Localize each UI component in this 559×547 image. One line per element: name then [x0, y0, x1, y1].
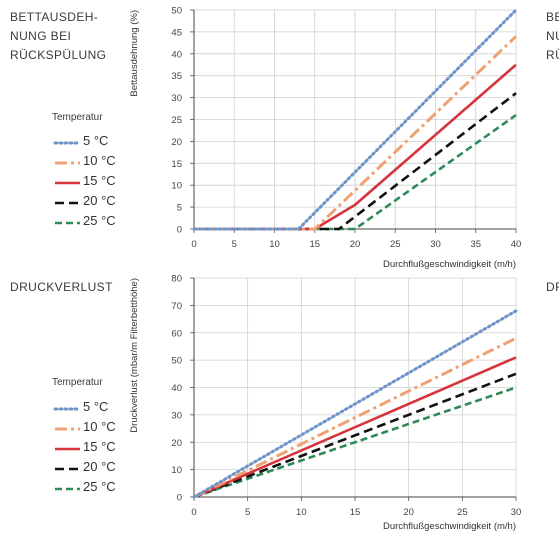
- clipped-neighbor-title-bottom: DR: [546, 280, 559, 294]
- y-tick-label: 30: [171, 410, 182, 421]
- y-tick-label: 0: [177, 225, 182, 236]
- y-tick-label: 25: [171, 115, 182, 126]
- y-tick-label: 10: [171, 465, 182, 476]
- x-tick-label: 30: [511, 507, 522, 518]
- x-axis-label: Durchflußgeschwindigkeit (m/h): [383, 521, 516, 532]
- y-tick-label: 50: [171, 6, 182, 17]
- legend-item: 25 °C: [53, 212, 133, 232]
- y-tick-label: 45: [171, 27, 182, 38]
- legend-label: 10 °C: [83, 419, 116, 434]
- legend-label: 20 °C: [83, 459, 116, 474]
- chart-0: 0 5 10 15 20 25 30 35 40 45 50 0 5 10 15 20 25 30 35 40 Durc…: [129, 6, 521, 271]
- legend-swatch: [55, 467, 80, 471]
- legend-label: 20 °C: [83, 193, 116, 208]
- x-tick-label: 5: [232, 239, 237, 250]
- x-tick-label: 20: [403, 507, 414, 518]
- legend-swatch: [55, 201, 80, 205]
- y-tick-label: 5: [177, 203, 182, 214]
- x-tick-label: 10: [296, 507, 307, 518]
- series-line-5: [193, 386, 517, 499]
- expansion-legend: 5 °C 10 °C 15 °C 20 °C 25 °C: [53, 132, 133, 232]
- x-tick-label: 5: [245, 507, 250, 518]
- x-tick-label: 0: [191, 239, 196, 250]
- legend-item: 25 °C: [53, 478, 133, 498]
- y-axis-label: Bettausdehnung (%): [129, 10, 140, 97]
- legend-label: 5 °C: [83, 133, 109, 148]
- legend-item: 10 °C: [53, 152, 133, 172]
- y-tick-label: 50: [171, 356, 182, 367]
- legend-label: 5 °C: [83, 399, 109, 414]
- y-tick-label: 0: [177, 493, 182, 504]
- y-tick-label: 60: [171, 328, 182, 339]
- x-axis-label: Durchflußgeschwindigkeit (m/h): [383, 259, 516, 270]
- y-axis-label: Druckverlust (mbar/m Filterbetthöhe): [129, 278, 140, 433]
- x-tick-label: 20: [350, 239, 361, 250]
- legend-item: 20 °C: [53, 458, 133, 478]
- y-tick-label: 15: [171, 159, 182, 170]
- x-tick-label: 30: [430, 239, 441, 250]
- legend-swatch: [55, 221, 80, 225]
- x-tick-label: 25: [390, 239, 401, 250]
- series-line-3: [193, 356, 517, 499]
- series-line-1: [192, 8, 518, 231]
- legend-swatch: [55, 487, 80, 491]
- legend-swatch: [55, 447, 80, 451]
- y-tick-label: 80: [171, 274, 182, 285]
- x-tick-label: 15: [350, 507, 361, 518]
- series-line-5: [194, 114, 517, 231]
- legend-label: 10 °C: [83, 153, 116, 168]
- x-tick-label: 40: [511, 239, 522, 250]
- series-line-2: [193, 336, 517, 499]
- y-tick-label: 35: [171, 71, 182, 82]
- legend-item: 5 °C: [53, 398, 133, 418]
- y-tick-label: 20: [171, 438, 182, 449]
- y-tick-label: 30: [171, 93, 182, 104]
- legend-label: 25 °C: [83, 213, 116, 228]
- pressure-loss-legend: 5 °C 10 °C 15 °C 20 °C 25 °C: [53, 398, 133, 498]
- x-tick-label: 0: [191, 507, 196, 518]
- expansion-section-title: BETTAUSDEH- NUNG BEI RÜCKSPÜLUNG: [10, 10, 107, 62]
- legend-label: 25 °C: [83, 479, 116, 494]
- legend-swatch: [53, 141, 81, 145]
- legend-item: 10 °C: [53, 418, 133, 438]
- legend-swatch: [55, 427, 80, 431]
- legend-swatch: [55, 161, 80, 165]
- legend-label: 15 °C: [83, 173, 116, 188]
- x-tick-label: 15: [309, 239, 320, 250]
- series-line-4: [193, 372, 517, 499]
- series-line-1: [192, 309, 518, 499]
- x-tick-label: 10: [269, 239, 280, 250]
- y-tick-label: 40: [171, 49, 182, 60]
- x-tick-label: 35: [470, 239, 481, 250]
- legend-swatch: [53, 407, 81, 411]
- x-tick-label: 25: [457, 507, 468, 518]
- legend-item: 15 °C: [53, 438, 133, 458]
- y-tick-label: 10: [171, 181, 182, 192]
- y-tick-label: 70: [171, 301, 182, 312]
- legend-label: 15 °C: [83, 439, 116, 454]
- legend-item: 20 °C: [53, 192, 133, 212]
- y-tick-label: 40: [171, 383, 182, 394]
- clipped-neighbor-title-top: BE NU RÜ: [546, 10, 559, 62]
- chart-1: 0 10 20 30 40 50 60 70 80 0 5 10 15 20 25 30 Durchflußge…: [129, 274, 521, 533]
- y-tick-label: 20: [171, 137, 182, 148]
- expansion-legend-title: Temperatur: [52, 112, 103, 123]
- pressure-loss-legend-title: Temperatur: [52, 377, 103, 388]
- legend-item: 15 °C: [53, 172, 133, 192]
- legend-item: 5 °C: [53, 132, 133, 152]
- pressure-loss-section-title: DRUCKVERLUST: [10, 280, 113, 294]
- legend-swatch: [55, 181, 80, 185]
